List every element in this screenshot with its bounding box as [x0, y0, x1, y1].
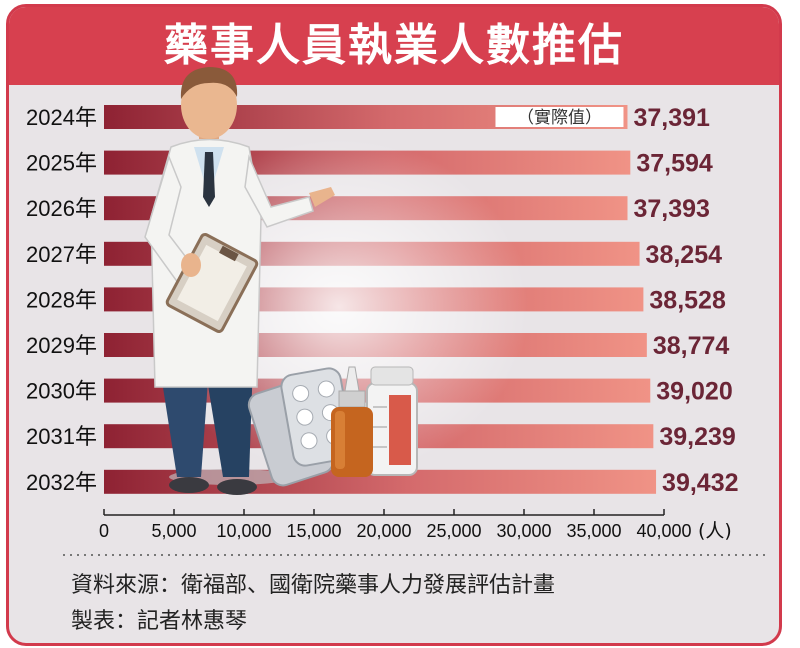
medicine-illustration: [247, 366, 418, 487]
x-axis-unit: (人): [698, 520, 732, 542]
category-label: 2031年: [26, 424, 97, 449]
x-tick-label: 0: [99, 521, 109, 541]
x-tick-label: 35,000: [566, 521, 621, 541]
value-label: 39,239: [659, 423, 735, 451]
credit-note: 製表：記者林惠琴: [71, 609, 248, 634]
category-label: 2025年: [26, 151, 97, 176]
category-label: 2030年: [26, 379, 97, 404]
bar-chart: 2024年 37,391 2025年 37,594 2026年 37,393 2027年 38…: [26, 67, 765, 556]
value-label: 39,020: [656, 378, 732, 406]
value-label: 38,774: [653, 332, 730, 360]
value-label: 39,432: [662, 469, 738, 497]
x-tick-label: 25,000: [426, 521, 481, 541]
x-tick-label: 20,000: [356, 521, 411, 541]
source-note: 資料來源：衛福部、國衛院藥事人力發展評估計畫: [71, 573, 556, 598]
value-label: 37,594: [636, 150, 713, 178]
category-label: 2026年: [26, 196, 97, 221]
chart-title: 藥事人員執業人數推估: [164, 20, 624, 71]
x-tick-label: 30,000: [496, 521, 551, 541]
infographic-frame: 藥事人員執業人數推估: [6, 4, 782, 646]
annotation-box: [495, 107, 624, 127]
x-tick-label: 15,000: [286, 521, 341, 541]
x-tick-label: 5,000: [151, 521, 196, 541]
x-tick-label: 10,000: [216, 521, 271, 541]
category-label: 2032年: [26, 470, 97, 495]
value-label: 37,391: [633, 104, 710, 132]
pharmacist-illustration: [144, 67, 335, 495]
category-label: 2029年: [26, 333, 97, 358]
x-tick-label: 40,000: [636, 521, 691, 541]
value-label: 38,254: [646, 241, 723, 269]
actual-value-annotation: （實際值）: [517, 108, 602, 128]
category-label: 2027年: [26, 242, 97, 267]
title-bar: 藥事人員執業人數推估: [9, 7, 779, 85]
category-label: 2028年: [26, 287, 97, 312]
value-label: 38,528: [649, 286, 726, 314]
category-label: 2024年: [26, 105, 97, 130]
value-label: 37,393: [634, 195, 710, 223]
